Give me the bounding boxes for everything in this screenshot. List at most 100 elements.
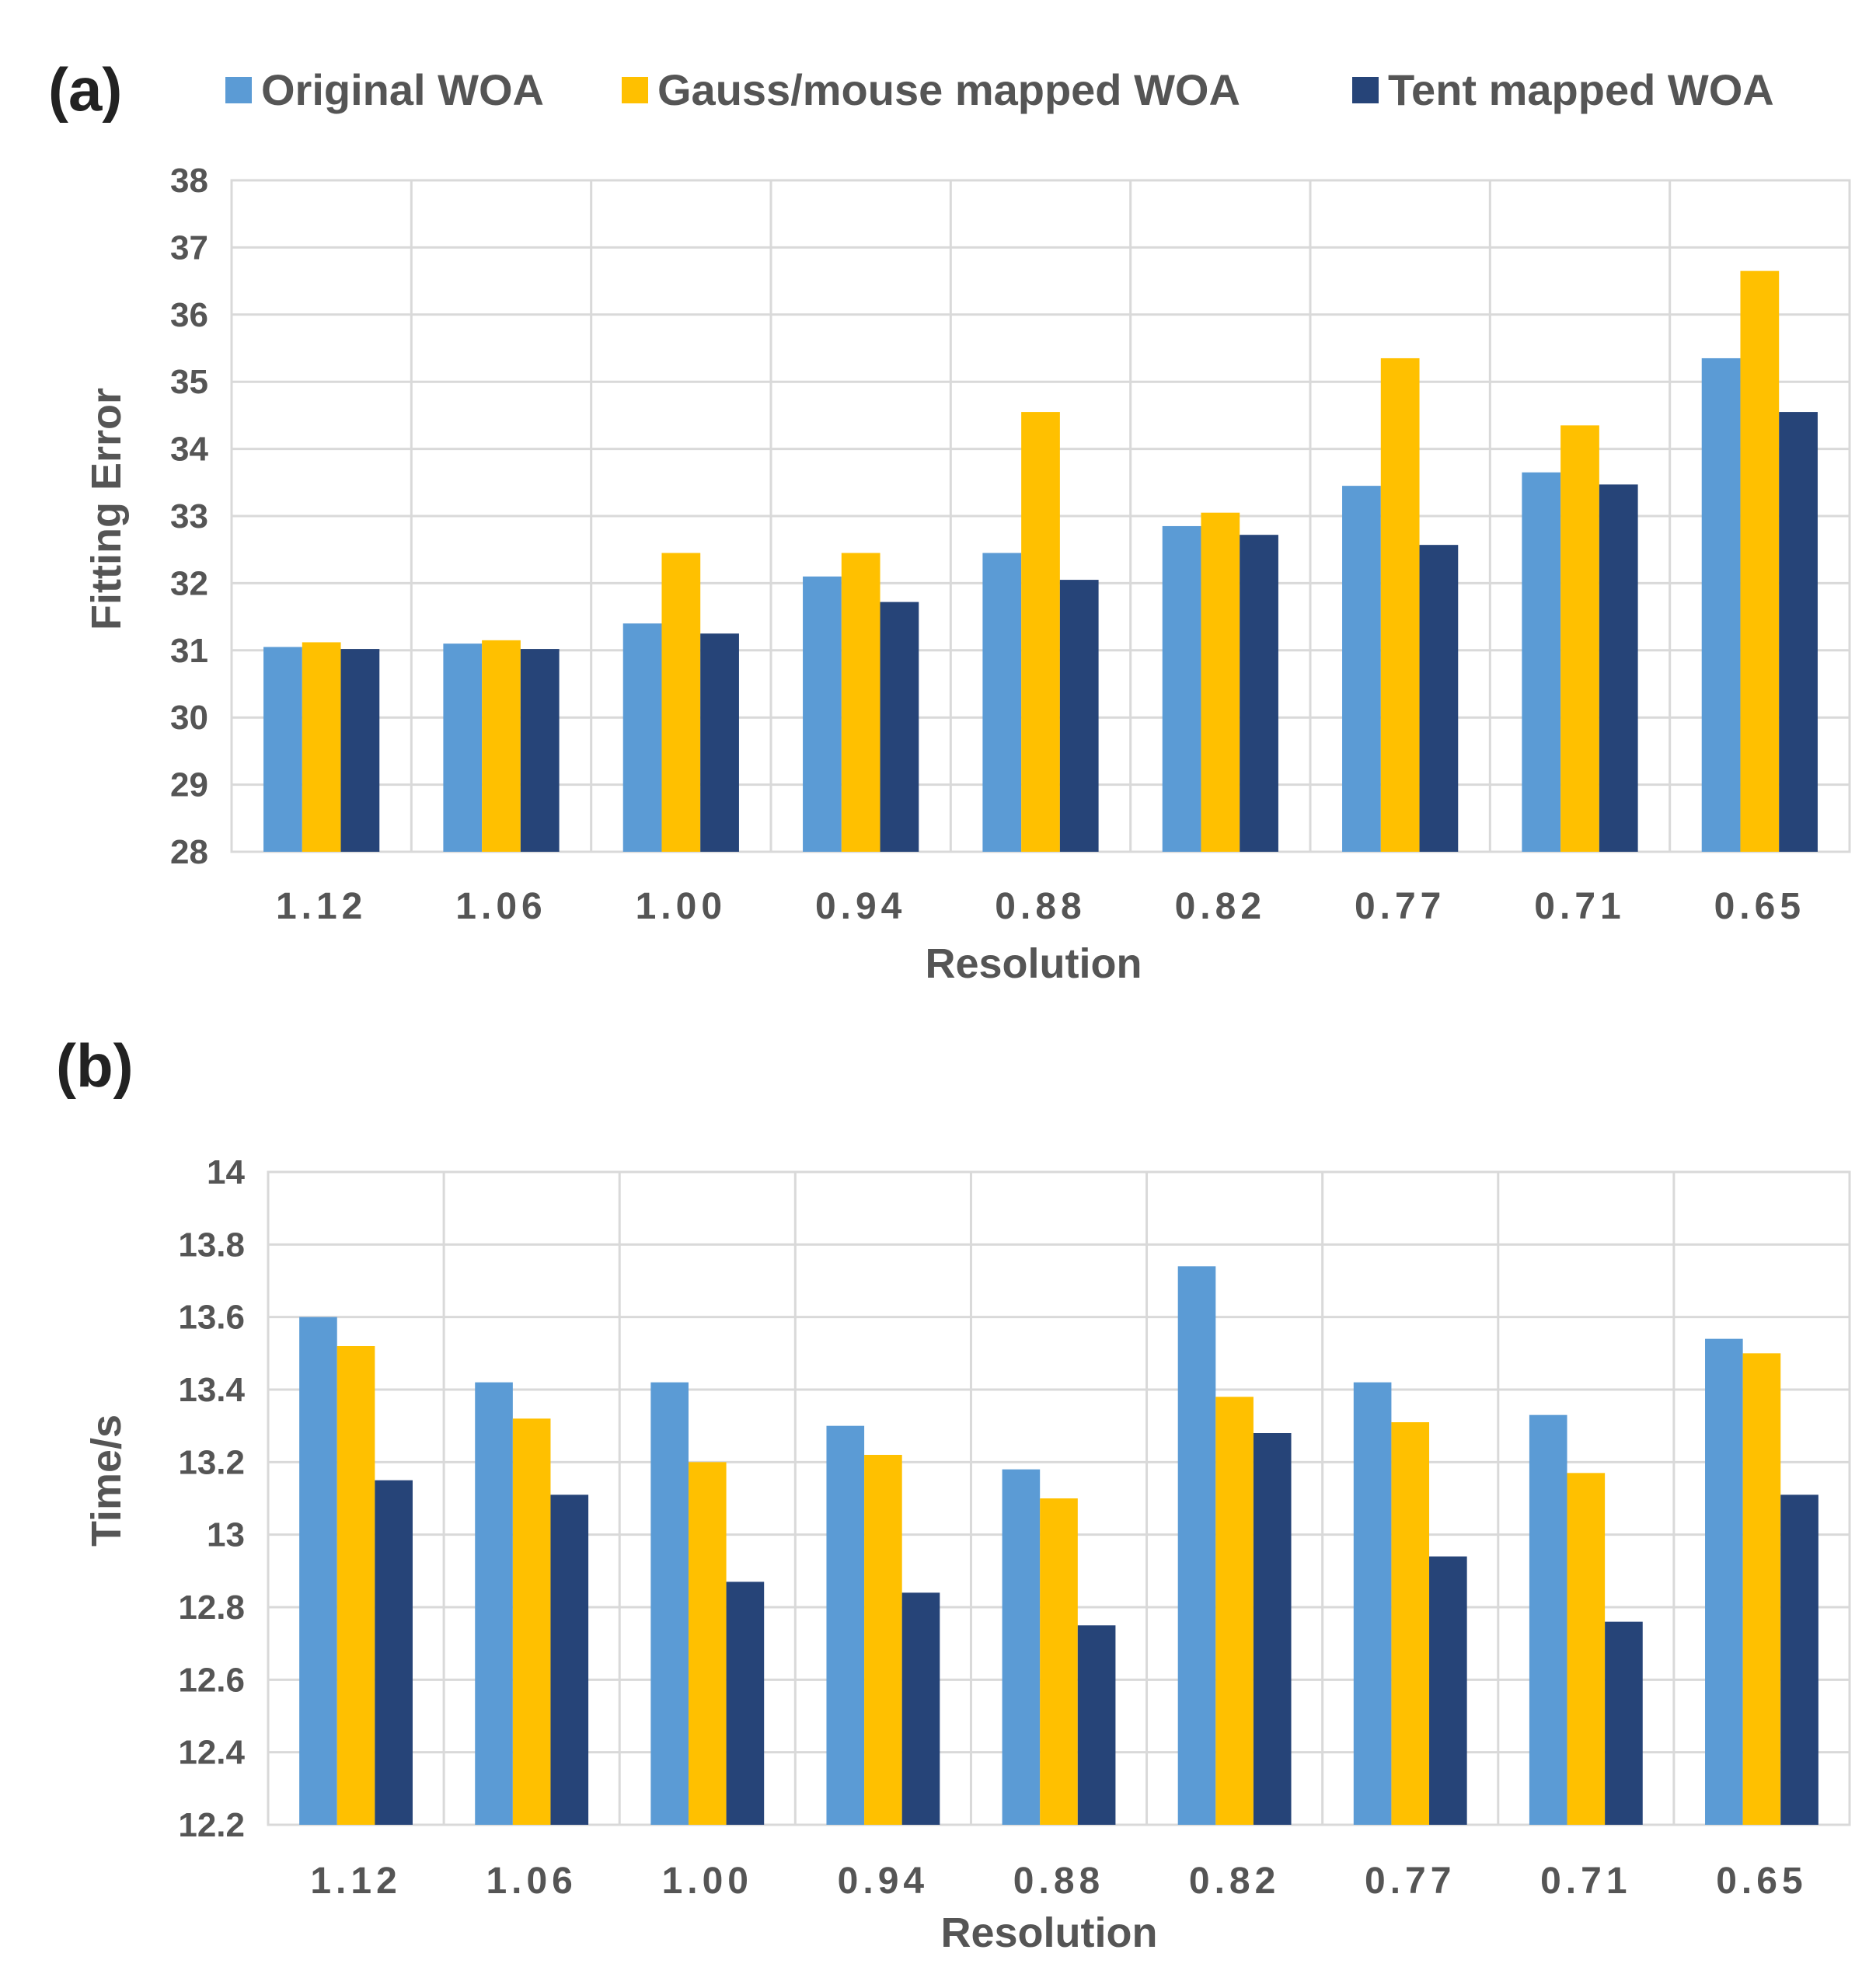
chart-a: (a) Original WOA Gauss/mouse mapped WOA … bbox=[48, 55, 1851, 987]
bar-tent-0.88 bbox=[1059, 580, 1099, 852]
bar-tent-1.12 bbox=[340, 649, 380, 852]
bar-original-1.06 bbox=[443, 643, 483, 852]
x-tick-label: 1.06 bbox=[486, 1861, 577, 1902]
y-tick-label: 38 bbox=[170, 162, 208, 200]
bar-tent-0.71 bbox=[1605, 1621, 1643, 1825]
bar-gauss-0.82 bbox=[1215, 1397, 1254, 1825]
panel-label-b: (b) bbox=[56, 1031, 134, 1100]
x-tick-label: 1.06 bbox=[455, 886, 546, 927]
y-tick-label: 13.2 bbox=[178, 1443, 245, 1481]
bar-gauss-1.00 bbox=[661, 553, 701, 852]
bar-original-0.77 bbox=[1342, 486, 1381, 852]
y-tick-labels-b: 12.2 12.4 12.6 12.8 13 13.2 13.4 13.6 13.8 14 bbox=[178, 1153, 245, 1844]
bars-a bbox=[263, 270, 1818, 853]
bar-original-1.12 bbox=[299, 1317, 337, 1825]
x-tick-label: 0.65 bbox=[1716, 1861, 1807, 1902]
bar-tent-0.65 bbox=[1780, 1494, 1818, 1825]
legend-swatch-tent bbox=[1352, 77, 1379, 103]
y-tick-label: 29 bbox=[170, 766, 208, 804]
panel-label-a: (a) bbox=[48, 55, 122, 124]
x-tick-labels-a: 1.12 1.06 1.00 0.94 0.88 0.82 0.77 0.71 0.65 bbox=[276, 886, 1805, 927]
x-tick-label: 0.94 bbox=[838, 1861, 929, 1902]
x-tick-label: 1.00 bbox=[662, 1861, 753, 1902]
x-tick-label: 0.82 bbox=[1189, 1861, 1280, 1902]
y-tick-label: 14 bbox=[207, 1153, 245, 1191]
bar-gauss-0.65 bbox=[1740, 270, 1780, 852]
y-tick-label: 33 bbox=[170, 497, 208, 535]
bar-original-0.88 bbox=[982, 553, 1022, 852]
y-tick-label: 35 bbox=[170, 363, 208, 401]
bar-gauss-0.65 bbox=[1742, 1353, 1781, 1825]
y-tick-label: 13.4 bbox=[178, 1371, 245, 1409]
bar-original-0.88 bbox=[1002, 1469, 1041, 1825]
bar-gauss-0.94 bbox=[841, 553, 880, 852]
bar-tent-0.82 bbox=[1240, 535, 1278, 852]
x-tick-label: 0.82 bbox=[1175, 886, 1266, 927]
y-axis-label-b: Time/s bbox=[83, 1414, 130, 1547]
x-tick-label: 1.12 bbox=[276, 886, 367, 927]
bar-tent-0.71 bbox=[1599, 484, 1638, 852]
bar-tent-0.65 bbox=[1779, 412, 1818, 852]
bar-original-1.00 bbox=[622, 623, 662, 852]
y-tick-label: 12.2 bbox=[178, 1806, 245, 1844]
bar-gauss-1.06 bbox=[512, 1418, 551, 1825]
y-axis-label-a: Fitting Error bbox=[83, 388, 130, 630]
bar-tent-0.77 bbox=[1429, 1556, 1467, 1825]
bar-original-0.77 bbox=[1353, 1382, 1392, 1825]
bar-gauss-0.94 bbox=[864, 1455, 902, 1825]
bar-original-1.12 bbox=[263, 647, 302, 852]
bar-gauss-0.71 bbox=[1560, 425, 1599, 852]
y-tick-label: 31 bbox=[170, 632, 208, 670]
bar-tent-0.77 bbox=[1419, 545, 1459, 852]
y-tick-labels-a: 28 29 30 31 32 33 34 35 36 37 38 bbox=[170, 162, 208, 871]
y-tick-label: 13 bbox=[207, 1516, 245, 1554]
bar-original-0.65 bbox=[1701, 357, 1741, 853]
x-axis-label-a: Resolution bbox=[926, 940, 1142, 987]
x-tick-label: 1.00 bbox=[636, 886, 727, 927]
bar-original-0.94 bbox=[826, 1425, 865, 1825]
bar-original-0.82 bbox=[1162, 525, 1201, 852]
bar-gauss-0.82 bbox=[1201, 512, 1240, 852]
y-tick-label: 36 bbox=[170, 296, 208, 334]
bar-gauss-0.88 bbox=[1021, 412, 1060, 852]
bar-gauss-0.77 bbox=[1380, 357, 1420, 853]
bars-b bbox=[299, 1266, 1818, 1825]
bar-original-0.71 bbox=[1529, 1414, 1567, 1825]
legend-label-original: Original WOA bbox=[261, 65, 544, 114]
bar-tent-1.12 bbox=[375, 1480, 413, 1825]
bar-gauss-0.88 bbox=[1040, 1498, 1078, 1825]
bar-gauss-1.00 bbox=[688, 1462, 727, 1825]
y-tick-label: 13.6 bbox=[178, 1299, 245, 1337]
bar-gauss-0.77 bbox=[1391, 1422, 1430, 1825]
x-tick-label: 0.77 bbox=[1355, 886, 1445, 927]
y-tick-label: 28 bbox=[170, 833, 208, 871]
x-tick-label: 0.77 bbox=[1365, 1861, 1456, 1902]
y-tick-label: 34 bbox=[170, 431, 208, 469]
bar-tent-0.94 bbox=[901, 1592, 940, 1825]
bar-tent-1.06 bbox=[520, 649, 560, 852]
bar-tent-0.88 bbox=[1077, 1625, 1116, 1825]
x-tick-label: 0.65 bbox=[1714, 886, 1805, 927]
bar-tent-1.00 bbox=[700, 633, 739, 852]
x-tick-label: 0.71 bbox=[1540, 1861, 1631, 1902]
legend-swatch-original bbox=[225, 77, 252, 103]
legend: Original WOA Gauss/mouse mapped WOA Tent… bbox=[225, 65, 1774, 114]
y-tick-label: 12.4 bbox=[178, 1734, 245, 1772]
x-tick-label: 1.12 bbox=[310, 1861, 401, 1902]
legend-label-gauss: Gauss/mouse mapped WOA bbox=[657, 65, 1240, 114]
legend-label-tent: Tent mapped WOA bbox=[1388, 65, 1774, 114]
bar-original-1.06 bbox=[475, 1382, 513, 1825]
x-tick-label: 0.88 bbox=[1013, 1861, 1104, 1902]
y-tick-label: 12.8 bbox=[178, 1589, 245, 1627]
x-tick-labels-b: 1.12 1.06 1.00 0.94 0.88 0.82 0.77 0.71 0.65 bbox=[310, 1861, 1807, 1902]
bar-tent-0.94 bbox=[880, 602, 919, 852]
x-axis-label-b: Resolution bbox=[941, 1910, 1158, 1956]
bar-tent-1.06 bbox=[550, 1494, 589, 1825]
bar-original-0.82 bbox=[1177, 1266, 1216, 1825]
bar-original-0.65 bbox=[1705, 1338, 1743, 1825]
bar-gauss-0.71 bbox=[1567, 1473, 1606, 1825]
x-tick-label: 0.71 bbox=[1534, 886, 1625, 927]
bar-gauss-1.06 bbox=[482, 640, 521, 852]
bar-gauss-1.12 bbox=[302, 642, 341, 852]
